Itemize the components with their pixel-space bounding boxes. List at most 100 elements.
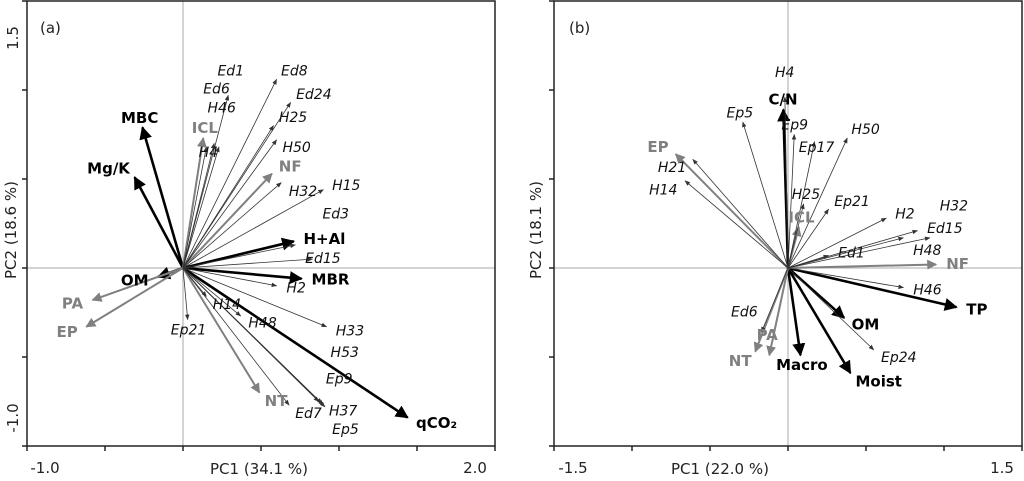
- vector-arrow-ed1: [787, 254, 830, 269]
- vector-arrow-moist: [786, 267, 852, 375]
- vector-label: H21: [658, 160, 686, 176]
- vector-label: Ed1: [838, 246, 865, 262]
- vector-label: PA: [62, 294, 84, 312]
- vector-label: Ep21: [834, 194, 870, 210]
- vector-label: Ed3: [322, 206, 349, 222]
- vector-arrow-nf: [787, 259, 938, 270]
- vector-label: Ep9: [781, 118, 808, 134]
- vector-arrow-ed6: [761, 267, 789, 333]
- vector-label: H2: [286, 281, 306, 297]
- vector-arrow-h14: [684, 180, 789, 269]
- vector-label: H15: [332, 178, 360, 194]
- vector-label: Ep9: [326, 372, 353, 388]
- panel-a: (a) -1.0 2.0 1.5 -1.0 PC1 (34.1 %) PC2 (…: [2, 0, 496, 478]
- vector-label: C/N: [769, 91, 798, 109]
- vector-arrow-h32: [182, 182, 282, 269]
- vector-label: ICL: [192, 119, 219, 137]
- vector-arrow-ed3: [182, 257, 314, 269]
- vector-label: Ep21: [171, 323, 207, 339]
- vector-label: H+Al: [303, 230, 345, 248]
- x-axis-title: PC1 (34.1 %): [210, 460, 308, 478]
- vector-arrow-h4: [182, 146, 208, 269]
- vector-label: MBR: [312, 271, 350, 289]
- vector-label: Ed6: [731, 304, 758, 320]
- vector-label: H14: [213, 297, 241, 313]
- vector-arrow-h14: [182, 267, 207, 297]
- vector-label: Ep5: [726, 105, 753, 121]
- vector-arrow-mg-k: [133, 176, 185, 269]
- vector-label: H2: [895, 207, 915, 223]
- vector-arrow-mbc: [139, 126, 185, 269]
- x-tick-label: 1.5: [990, 459, 1014, 477]
- panel-label: (b): [569, 19, 590, 37]
- vector-arrow-ed15: [182, 243, 296, 269]
- vector-label: TP: [966, 300, 987, 318]
- vector-label: H46: [208, 100, 236, 116]
- vector-arrow-pa: [91, 267, 184, 302]
- vector-label: H4: [199, 145, 218, 161]
- vector-label: MBC: [121, 109, 158, 127]
- vector-arrow-h4: [782, 96, 789, 269]
- vector-arrow-h46: [787, 267, 904, 289]
- vector-arrow-h21: [692, 158, 789, 269]
- x-tick-label: -1.5: [558, 459, 587, 477]
- vector-label: OM: [852, 315, 880, 333]
- vector-arrow-ep21: [787, 208, 829, 269]
- vector-arrow-h2: [182, 267, 278, 288]
- vector-label: ICL: [788, 208, 815, 226]
- vector-label: Moist: [856, 373, 902, 391]
- vector-arrow-tp: [787, 266, 958, 311]
- vector-label: H25: [279, 110, 307, 126]
- vector-arrow-h-al: [182, 237, 296, 270]
- vector-label: H53: [331, 345, 359, 361]
- vector-arrow-ep5: [182, 267, 326, 408]
- vector-label: H48: [913, 243, 941, 259]
- vector-label: Ed15: [305, 251, 341, 267]
- vector-label: PA: [757, 326, 779, 344]
- vector-arrow-qco-: [182, 266, 409, 419]
- vector-arrow-h48: [182, 267, 242, 317]
- vector-label: Mg/K: [87, 159, 131, 177]
- vector-label: NF: [279, 157, 302, 175]
- vector-label: H50: [851, 122, 879, 138]
- y-tick-label: 1.5: [4, 26, 22, 50]
- vector-label: Ed8: [281, 63, 308, 79]
- y-tick-label: -1.0: [4, 403, 22, 432]
- vector-label: H32: [940, 199, 968, 215]
- vector-arrow-ep24: [787, 267, 875, 351]
- vector-arrow-ed8: [182, 78, 277, 269]
- vector-arrow-mbr: [182, 266, 303, 285]
- vector-label: H37: [329, 403, 357, 419]
- vector-arrow-h32: [787, 236, 931, 269]
- vector-label: Ep24: [881, 350, 917, 366]
- vector-arrow-h2: [787, 217, 887, 269]
- x-tick-label: -1.0: [30, 459, 59, 477]
- vector-label: Ep17: [799, 140, 835, 156]
- x-tick-label: 2.0: [463, 459, 487, 477]
- vector-label: NF: [946, 255, 969, 273]
- x-axis-title: PC1 (22.0 %): [671, 460, 769, 478]
- vector-arrow-pa: [766, 267, 789, 357]
- vector-arrow-h48: [787, 236, 904, 269]
- vector-label: Ep5: [332, 422, 359, 438]
- vector-arrow-ep21: [182, 267, 190, 321]
- vector-arrow-h15: [182, 189, 324, 269]
- vector-arrow-h25: [787, 203, 805, 269]
- vector-label: H14: [649, 182, 677, 198]
- vector-label: EP: [56, 323, 77, 341]
- vector-label: Macro: [776, 356, 828, 374]
- vector-label: H46: [913, 282, 941, 298]
- vector-arrow-ed1: [182, 94, 230, 269]
- vector-arrow-macro: [786, 267, 806, 357]
- vector-label: EP: [647, 138, 668, 156]
- vector-arrow-h25: [182, 125, 274, 269]
- vector-arrow-nf: [182, 172, 273, 269]
- vector-arrow-h33: [182, 267, 328, 328]
- vector-label: Ed1: [217, 64, 244, 80]
- vector-arrow-h50: [182, 139, 277, 269]
- vector-label: OM: [121, 271, 149, 289]
- vector-arrow-ep: [674, 153, 789, 269]
- vector-label: qCO₂: [416, 414, 457, 432]
- y-axis-title: PC2 (18.1 %): [527, 181, 545, 279]
